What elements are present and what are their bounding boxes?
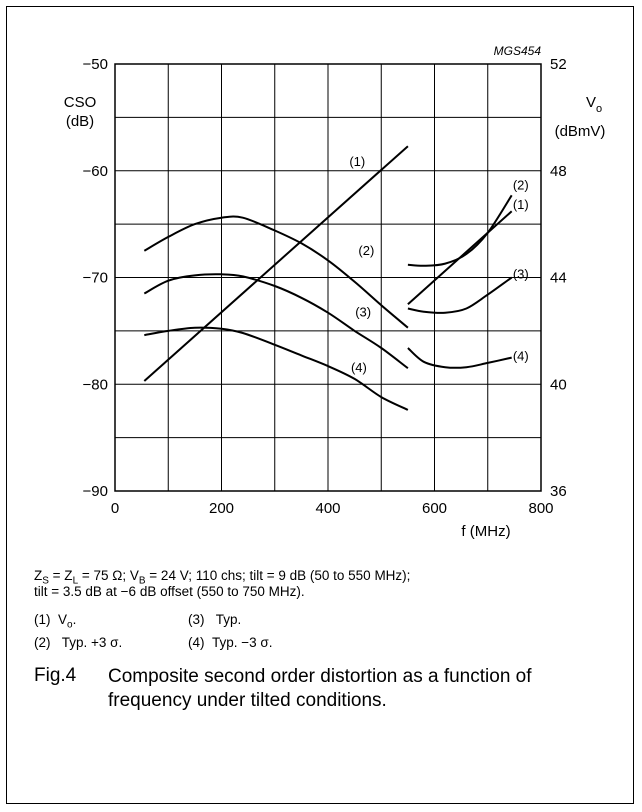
series-4-segment-1 bbox=[144, 326, 409, 411]
conditions-note-line2: tilt = 3.5 dB at −6 dB offset (550 to 75… bbox=[34, 584, 305, 599]
legend-item-2: (2) Typ. +3 σ. bbox=[34, 635, 123, 650]
x-tick-label: 600 bbox=[422, 500, 447, 517]
series-4-segment-2 bbox=[407, 347, 512, 369]
chart-grid bbox=[114, 63, 542, 492]
y-left-tick-label: −60 bbox=[83, 163, 108, 180]
x-axis-label: f (MHz) bbox=[461, 523, 510, 540]
y-right-tick-labels: 36 40 44 48 52 bbox=[550, 56, 567, 500]
curve-label: (3) bbox=[513, 266, 529, 281]
series-3-segment-1 bbox=[143, 273, 409, 370]
y-left-label-line1: CSO bbox=[64, 94, 97, 111]
legend-item-4: (4) Typ. −3 σ. bbox=[188, 635, 273, 650]
x-tick-labels: 0 200 400 600 800 bbox=[111, 500, 554, 517]
curve-label: (1) bbox=[349, 154, 365, 169]
cso-chart: 0 200 400 600 800 −90 −80 −70 −60 −50 36 40 44 48 52… bbox=[64, 44, 606, 540]
x-tick-label: 200 bbox=[209, 500, 234, 517]
x-tick-label: 400 bbox=[315, 500, 340, 517]
x-tick-label: 0 bbox=[111, 500, 119, 517]
chart-curves bbox=[143, 145, 513, 411]
x-tick-label: 800 bbox=[528, 500, 553, 517]
curve-label: (3) bbox=[355, 305, 371, 320]
curve-label: (4) bbox=[351, 360, 367, 375]
y-right-label-main: Vo bbox=[586, 94, 602, 115]
y-left-tick-label: −90 bbox=[83, 483, 108, 500]
curve-label: (4) bbox=[513, 348, 529, 363]
y-right-tick-label: 36 bbox=[550, 483, 567, 500]
curve-label: (2) bbox=[358, 243, 374, 258]
series-1-segment-1 bbox=[143, 145, 409, 382]
y-left-label-line2: (dB) bbox=[66, 113, 94, 130]
y-left-tick-label: −80 bbox=[83, 376, 108, 393]
y-right-tick-label: 52 bbox=[550, 56, 567, 73]
series-2-segment-2 bbox=[407, 194, 513, 267]
y-right-tick-label: 44 bbox=[550, 270, 567, 287]
curve-annotations: (1) (2) (3) (4) (2) (1) (3) (4) bbox=[349, 154, 528, 375]
y-left-tick-label: −70 bbox=[83, 270, 108, 287]
caption-number: Fig.4 bbox=[34, 665, 77, 686]
curve-label: (1) bbox=[513, 197, 529, 212]
y-left-tick-label: −50 bbox=[83, 56, 108, 73]
y-right-tick-label: 40 bbox=[550, 376, 567, 393]
figure-code: MGS454 bbox=[494, 44, 542, 58]
legend-item-3: (3) Typ. bbox=[188, 612, 242, 627]
series-2-segment-1 bbox=[143, 215, 409, 329]
y-right-label-unit: (dBmV) bbox=[555, 123, 606, 140]
plot-border bbox=[114, 63, 542, 492]
figure-frame bbox=[6, 6, 634, 804]
series-3-segment-2 bbox=[407, 276, 513, 314]
curve-label: (2) bbox=[513, 178, 529, 193]
y-right-tick-label: 48 bbox=[550, 163, 567, 180]
y-left-tick-labels: −90 −80 −70 −60 −50 bbox=[83, 56, 108, 500]
legend-item-1: (1) Vo. bbox=[34, 612, 77, 631]
conditions-note-line1: ZS = ZL = 75 Ω; VB = 24 V; 110 chs; tilt… bbox=[34, 568, 411, 587]
caption-text: Composite second order distortion as a f… bbox=[108, 666, 532, 711]
